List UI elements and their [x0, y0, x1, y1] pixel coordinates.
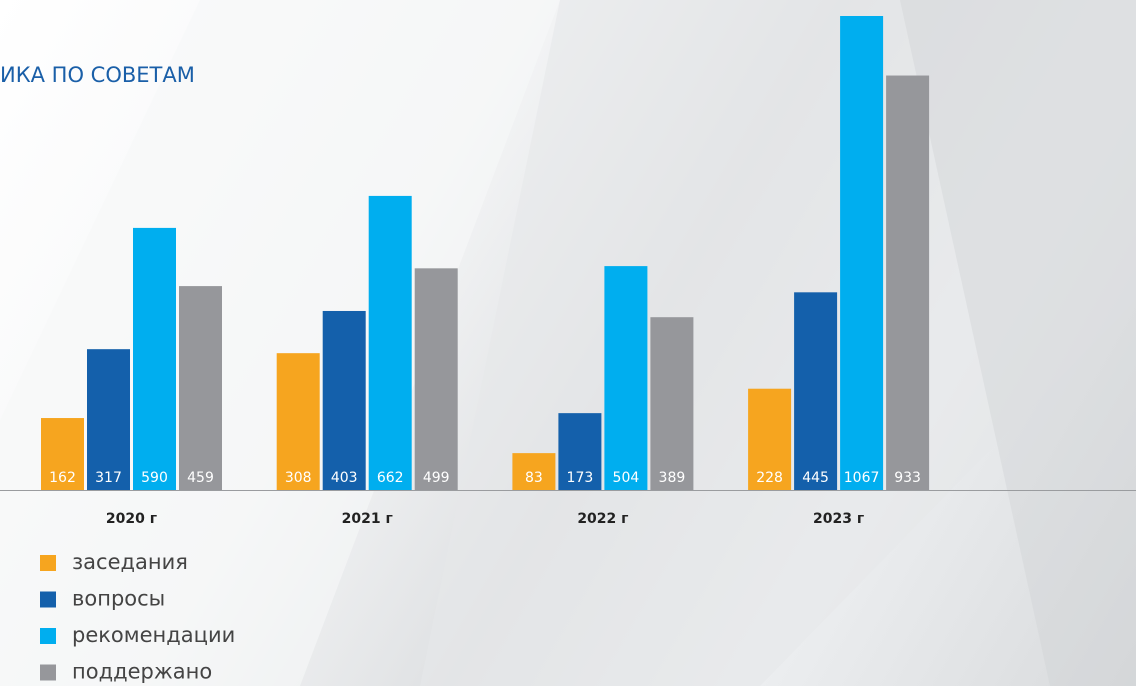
value-label: 459 — [187, 470, 214, 486]
value-label: 228 — [756, 470, 783, 486]
chart: ИКА ПО СОВЕТАМ 162 317 590 459 2020 г 308 403 6… — [0, 0, 1136, 686]
x-tick-label: 2021 г — [342, 511, 393, 527]
x-tick-label: 2022 г — [577, 511, 628, 527]
bar — [369, 196, 412, 490]
value-label: 162 — [49, 470, 76, 486]
legend-swatch — [40, 555, 56, 571]
value-label: 662 — [377, 470, 404, 486]
value-label: 83 — [525, 470, 543, 486]
bar — [604, 266, 647, 490]
legend-label: заседания — [72, 550, 188, 574]
value-label: 308 — [285, 470, 312, 486]
bar — [415, 268, 458, 490]
legend-label: поддержано — [72, 660, 212, 684]
bar — [886, 76, 929, 490]
bar — [840, 16, 883, 490]
bar — [794, 292, 837, 490]
value-label: 173 — [567, 470, 594, 486]
value-label: 317 — [95, 470, 122, 486]
legend-swatch — [40, 628, 56, 644]
legend-swatch — [40, 665, 56, 681]
value-label: 933 — [894, 470, 921, 486]
value-label: 403 — [331, 470, 358, 486]
x-tick-label: 2023 г — [813, 511, 864, 527]
value-label: 590 — [141, 470, 168, 486]
bar — [650, 317, 693, 490]
chart-title: ИКА ПО СОВЕТАМ — [0, 63, 195, 87]
bar — [133, 228, 176, 490]
legend-swatch — [40, 592, 56, 608]
x-tick-label: 2020 г — [106, 511, 157, 527]
value-label: 499 — [423, 470, 450, 486]
legend-label: рекомендации — [72, 623, 235, 647]
value-label: 1067 — [844, 470, 880, 486]
value-label: 445 — [802, 470, 829, 486]
bar — [323, 311, 366, 490]
value-label: 504 — [613, 470, 640, 486]
legend-label: вопросы — [72, 587, 165, 611]
bar — [179, 286, 222, 490]
bar — [87, 349, 130, 490]
value-label: 389 — [659, 470, 686, 486]
